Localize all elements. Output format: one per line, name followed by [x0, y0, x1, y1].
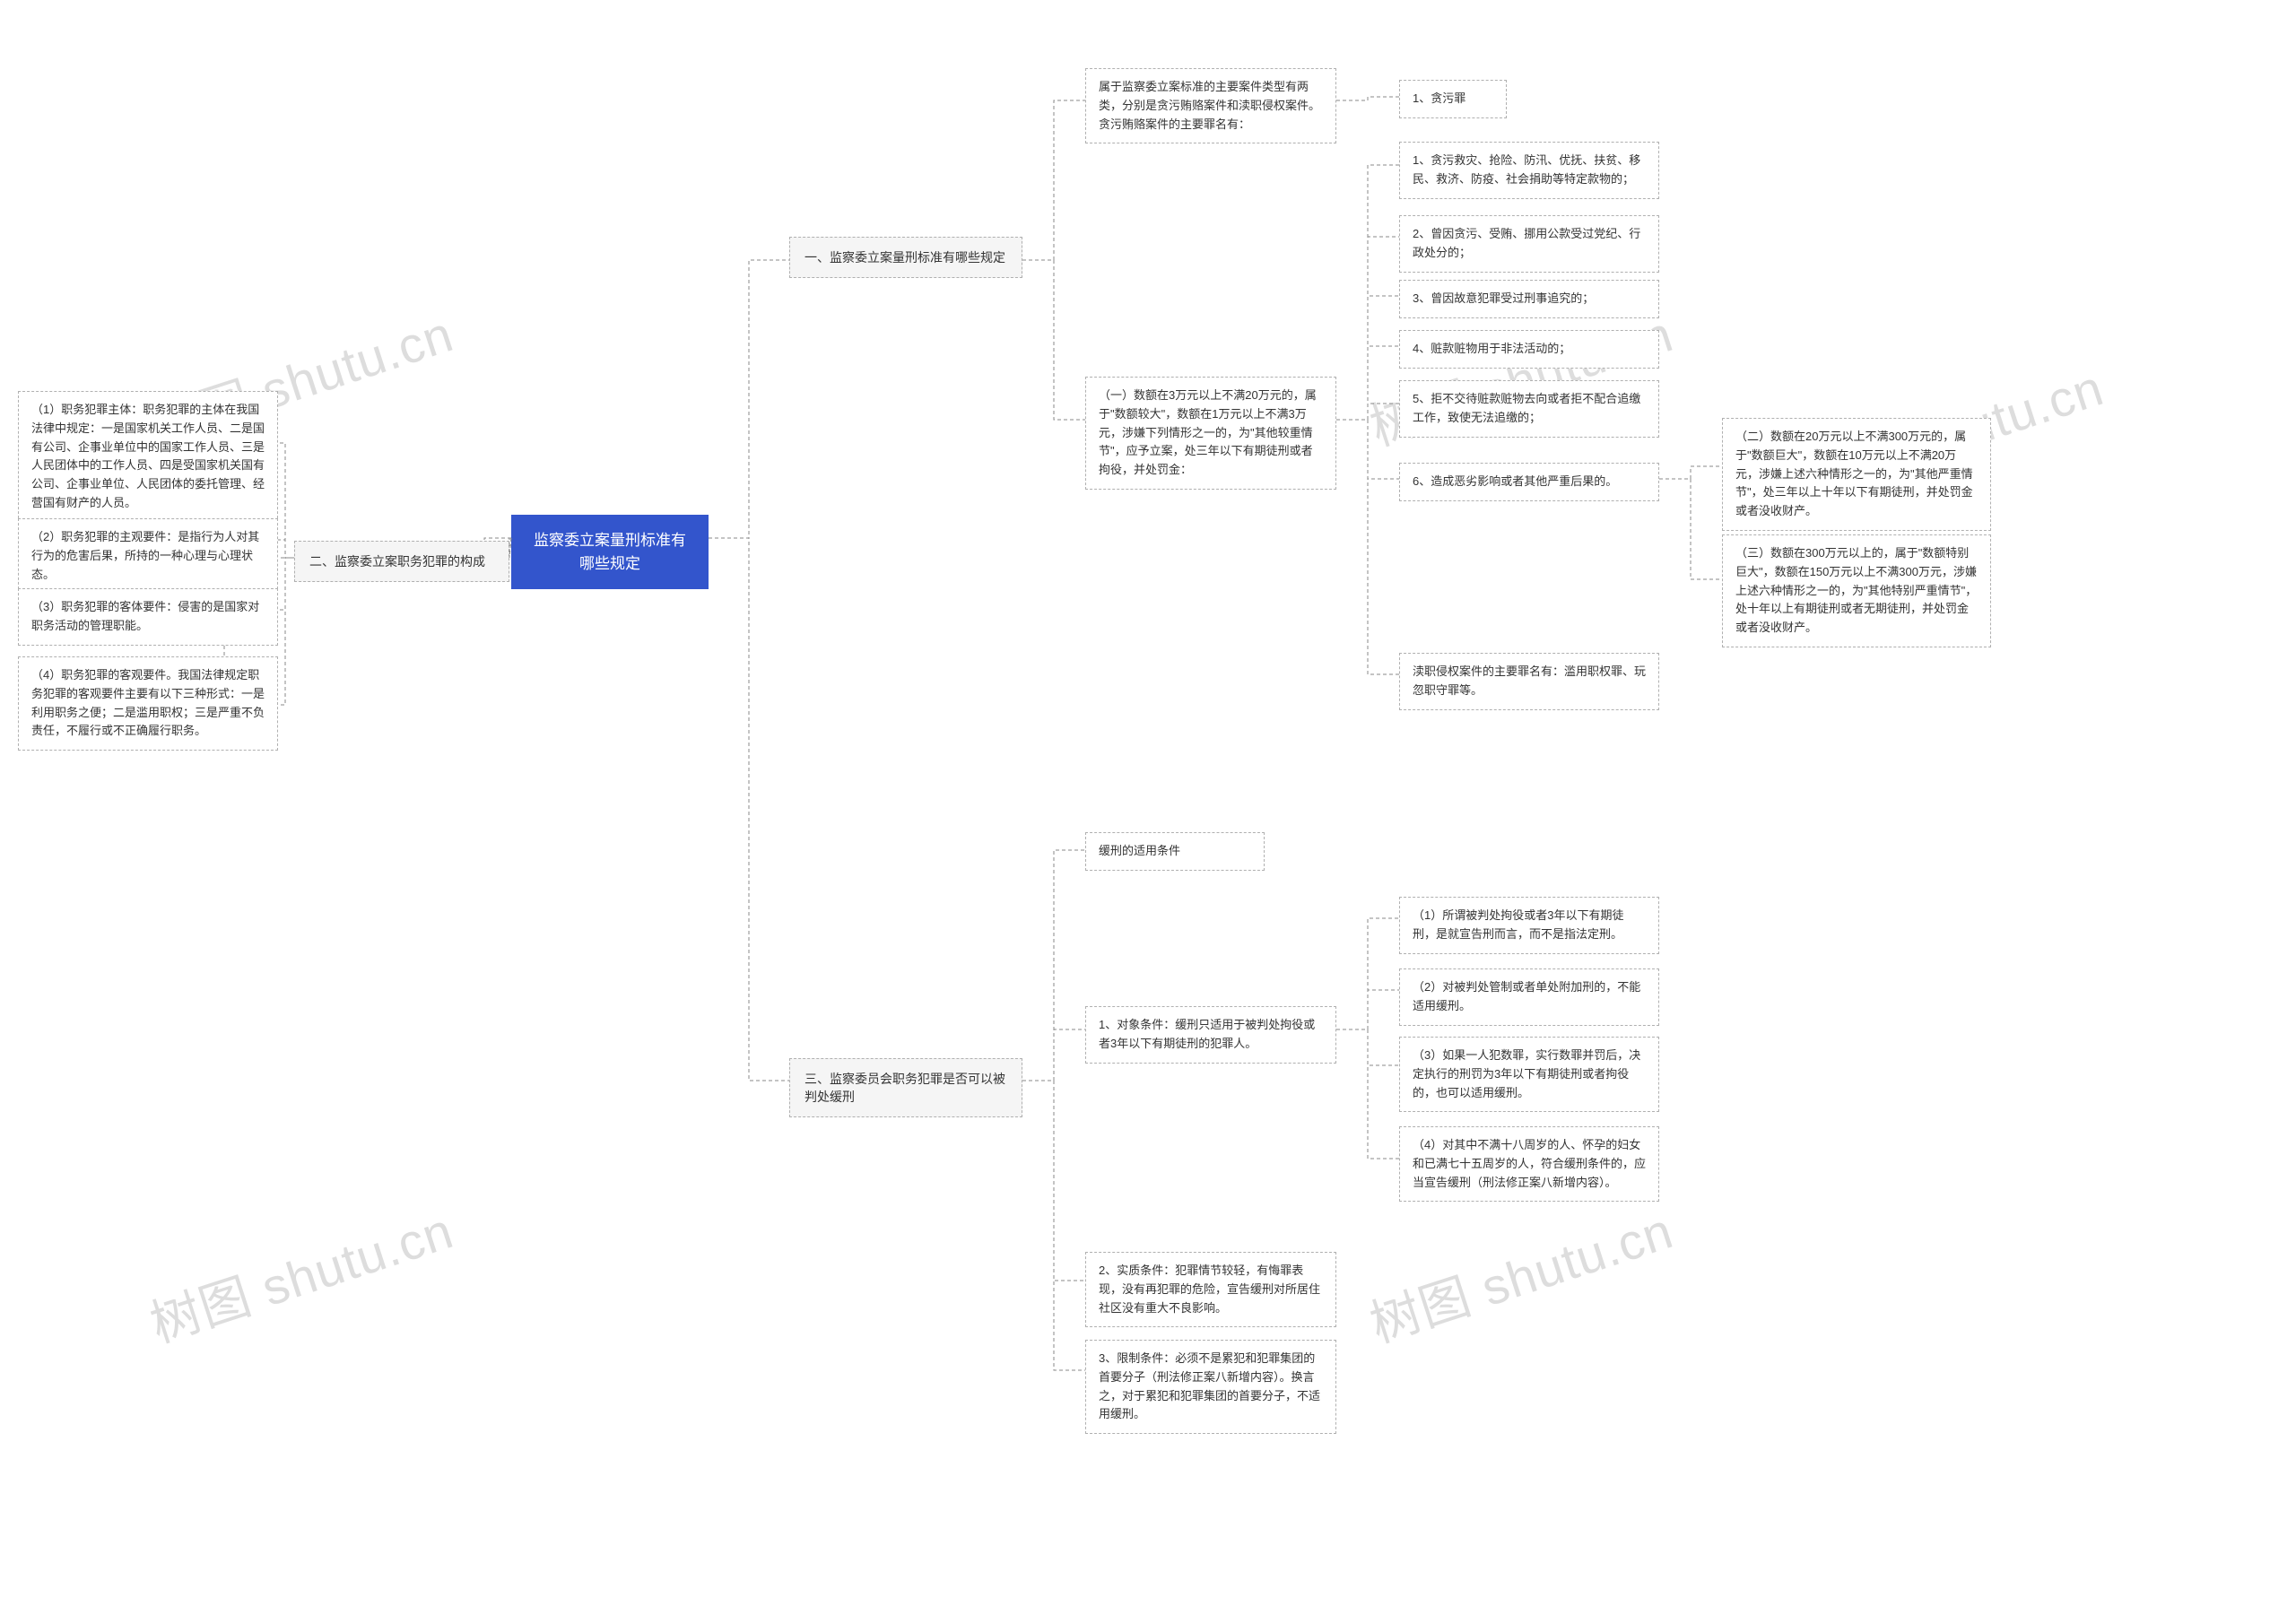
- b2-c3: （4）职务犯罪的客观要件。我国法律规定职务犯罪的客观要件主要有以下三种形式：一是…: [18, 656, 278, 751]
- b3-c1-3: （4）对其中不满十八周岁的人、怀孕的妇女和已满七十五周岁的人，符合缓刑条件的，应…: [1399, 1126, 1659, 1202]
- watermark: 树图 shutu.cn: [140, 1191, 461, 1357]
- watermark: 树图 shutu.cn: [1360, 1191, 1681, 1357]
- b1-c0: 属于监察委立案标准的主要案件类型有两类，分别是贪污贿赂案件和渎职侵权案件。贪污贿…: [1085, 68, 1336, 143]
- root-node: 监察委立案量刑标准有哪些规定: [511, 515, 709, 589]
- b1-c1-5: 6、造成恶劣影响或者其他严重后果的。: [1399, 463, 1659, 501]
- b1-c1-1: 2、曾因贪污、受贿、挪用公款受过党纪、行政处分的；: [1399, 215, 1659, 273]
- b3-c1-1: （2）对被判处管制或者单处附加刑的，不能适用缓刑。: [1399, 968, 1659, 1026]
- branch-1: 一、监察委立案量刑标准有哪些规定: [789, 237, 1022, 278]
- b1-c1-5-0: （二）数额在20万元以上不满300万元的，属于"数额巨大"，数额在10万元以上不…: [1722, 418, 1991, 531]
- b3-c1-2: （3）如果一人犯数罪，实行数罪并罚后，决定执行的刑罚为3年以下有期徒刑或者拘役的…: [1399, 1037, 1659, 1112]
- b1-c1: （一）数额在3万元以上不满20万元的，属于"数额较大"，数额在1万元以上不满3万…: [1085, 377, 1336, 490]
- b1-c1-6: 渎职侵权案件的主要罪名有：滥用职权罪、玩忽职守罪等。: [1399, 653, 1659, 710]
- b1-c0-0: 1、贪污罪: [1399, 80, 1507, 118]
- b2-c2: （3）职务犯罪的客体要件：侵害的是国家对职务活动的管理职能。: [18, 588, 278, 646]
- b1-c1-0: 1、贪污救灾、抢险、防汛、优抚、扶贫、移民、救济、防疫、社会捐助等特定款物的；: [1399, 142, 1659, 199]
- b2-c1: （2）职务犯罪的主观要件：是指行为人对其行为的危害后果，所持的一种心理与心理状态…: [18, 518, 278, 594]
- b3-c3: 3、限制条件：必须不是累犯和犯罪集团的首要分子（刑法修正案八新增内容）。换言之，…: [1085, 1340, 1336, 1434]
- b2-c0: （1）职务犯罪主体：职务犯罪的主体在我国法律中规定：一是国家机关工作人员、二是国…: [18, 391, 278, 523]
- b3-c1-0: （1）所谓被判处拘役或者3年以下有期徒刑，是就宣告刑而言，而不是指法定刑。: [1399, 897, 1659, 954]
- b3-c1: 1、对象条件：缓刑只适用于被判处拘役或者3年以下有期徒刑的犯罪人。: [1085, 1006, 1336, 1064]
- branch-2: 二、监察委立案职务犯罪的构成: [294, 541, 509, 582]
- b1-c1-5-1: （三）数额在300万元以上的，属于"数额特别巨大"，数额在150万元以上不满30…: [1722, 534, 1991, 647]
- b3-c2: 2、实质条件：犯罪情节较轻，有悔罪表现，没有再犯罪的危险，宣告缓刑对所居住社区没…: [1085, 1252, 1336, 1327]
- b1-c1-3: 4、赃款赃物用于非法活动的；: [1399, 330, 1659, 369]
- b1-c1-2: 3、曾因故意犯罪受过刑事追究的；: [1399, 280, 1659, 318]
- b1-c1-4: 5、拒不交待赃款赃物去向或者拒不配合追缴工作，致使无法追缴的；: [1399, 380, 1659, 438]
- b3-c0: 缓刑的适用条件: [1085, 832, 1265, 871]
- branch-3: 三、监察委员会职务犯罪是否可以被判处缓刑: [789, 1058, 1022, 1117]
